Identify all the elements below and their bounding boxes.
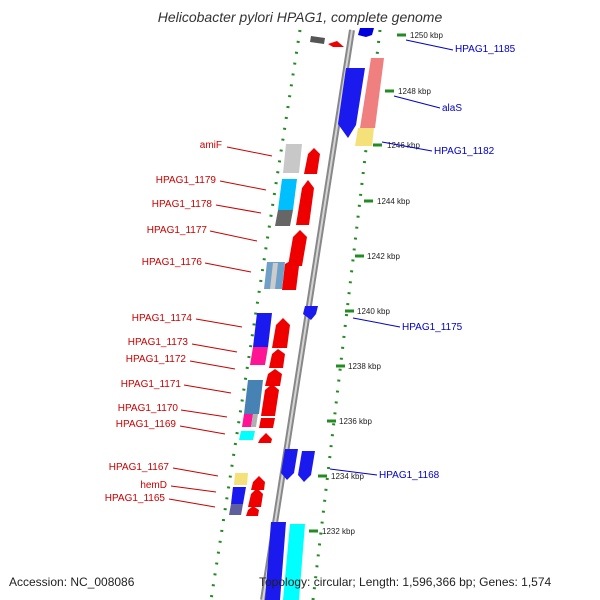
gene-feature[interactable] [283, 524, 305, 600]
gene-feature[interactable] [355, 128, 374, 146]
map-title: Helicobacter pylori HPAG1, complete geno… [157, 9, 443, 25]
gene-label[interactable]: HPAG1_1177 [147, 225, 208, 236]
forward-leaders [168, 146, 273, 508]
gene-feature[interactable] [251, 414, 258, 427]
gene-feature[interactable] [310, 36, 325, 44]
gene-feature[interactable] [259, 418, 275, 428]
gene-label[interactable]: HPAG1_1169 [116, 419, 177, 430]
gene-feature[interactable] [282, 260, 299, 290]
tick-label: 1240 kbp [357, 307, 390, 316]
gene-label[interactable]: alaS [442, 103, 462, 114]
forward-labels: amiF HPAG1_1179 HPAG1_1178 HPAG1_1177 HP… [105, 140, 222, 504]
gene-feature[interactable] [244, 380, 263, 414]
tick-label: 1250 kbp [410, 31, 443, 40]
tick-marks [309, 33, 406, 533]
gene-feature[interactable] [304, 148, 320, 174]
gene-label[interactable]: HPAG1_1174 [132, 313, 193, 324]
gene-label[interactable]: HPAG1_1182 [434, 146, 495, 157]
gene-feature[interactable] [269, 349, 285, 368]
gene-feature[interactable] [253, 313, 272, 347]
gene-feature[interactable] [229, 504, 243, 515]
reverse-labels: HPAG1_1185 alaS HPAG1_1182 HPAG1_1175 HP… [379, 44, 516, 481]
gene-feature[interactable] [281, 449, 298, 480]
gene-feature[interactable] [360, 58, 384, 128]
accession-text: Accession: NC_008086 [9, 575, 135, 589]
gene-label[interactable]: HPAG1_1179 [156, 175, 217, 186]
gene-feature[interactable] [278, 179, 297, 210]
tick-label: 1232 kbp [322, 527, 355, 536]
gene-feature[interactable] [358, 28, 374, 37]
gene-feature[interactable] [258, 433, 272, 443]
gene-feature[interactable] [288, 230, 307, 266]
topology-text: Topology: circular; Length: 1,596,366 bp… [259, 575, 552, 589]
gene-feature[interactable] [246, 506, 259, 516]
gene-feature[interactable] [303, 306, 318, 320]
gene-features [229, 28, 384, 600]
gene-label[interactable]: hemD [140, 480, 167, 491]
gene-feature[interactable] [272, 318, 290, 348]
gene-label[interactable]: HPAG1_1175 [402, 322, 463, 333]
gene-label[interactable]: HPAG1_1171 [121, 379, 182, 390]
gene-feature[interactable] [239, 431, 255, 440]
tick-label: 1238 kbp [348, 362, 381, 371]
gene-feature[interactable] [261, 384, 279, 416]
gene-feature[interactable] [265, 369, 282, 386]
gene-feature[interactable] [250, 347, 268, 365]
gene-label[interactable]: HPAG1_1170 [118, 403, 179, 414]
gene-feature[interactable] [298, 451, 315, 482]
gene-label[interactable]: HPAG1_1167 [109, 462, 170, 473]
gene-feature[interactable] [283, 144, 302, 173]
gene-label[interactable]: HPAG1_1173 [128, 337, 189, 348]
gene-feature[interactable] [296, 180, 314, 225]
gene-label[interactable]: HPAG1_1168 [379, 470, 440, 481]
gene-feature[interactable] [234, 473, 248, 485]
tick-label: 1242 kbp [367, 252, 400, 261]
gene-label[interactable]: HPAG1_1185 [455, 44, 516, 55]
gene-feature[interactable] [231, 487, 246, 504]
tick-label: 1236 kbp [339, 417, 372, 426]
gene-feature[interactable] [265, 522, 286, 600]
gene-label[interactable]: amiF [200, 140, 222, 151]
tick-label: 1248 kbp [398, 87, 431, 96]
gene-feature[interactable] [248, 488, 263, 507]
gene-feature[interactable] [242, 414, 253, 427]
gene-label[interactable]: HPAG1_1178 [152, 199, 213, 210]
gene-label[interactable]: HPAG1_1176 [142, 257, 203, 268]
gene-label[interactable]: HPAG1_1165 [105, 493, 166, 504]
gene-feature[interactable] [270, 263, 278, 289]
tick-label: 1234 kbp [331, 472, 364, 481]
ruler-right [311, 29, 382, 600]
gene-feature[interactable] [251, 476, 265, 490]
gene-label[interactable]: HPAG1_1172 [126, 354, 187, 365]
gene-feature[interactable] [338, 68, 365, 138]
gene-feature[interactable] [275, 210, 293, 226]
gene-feature[interactable] [328, 41, 344, 47]
reverse-leaders [329, 39, 454, 476]
tick-label: 1244 kbp [377, 197, 410, 206]
